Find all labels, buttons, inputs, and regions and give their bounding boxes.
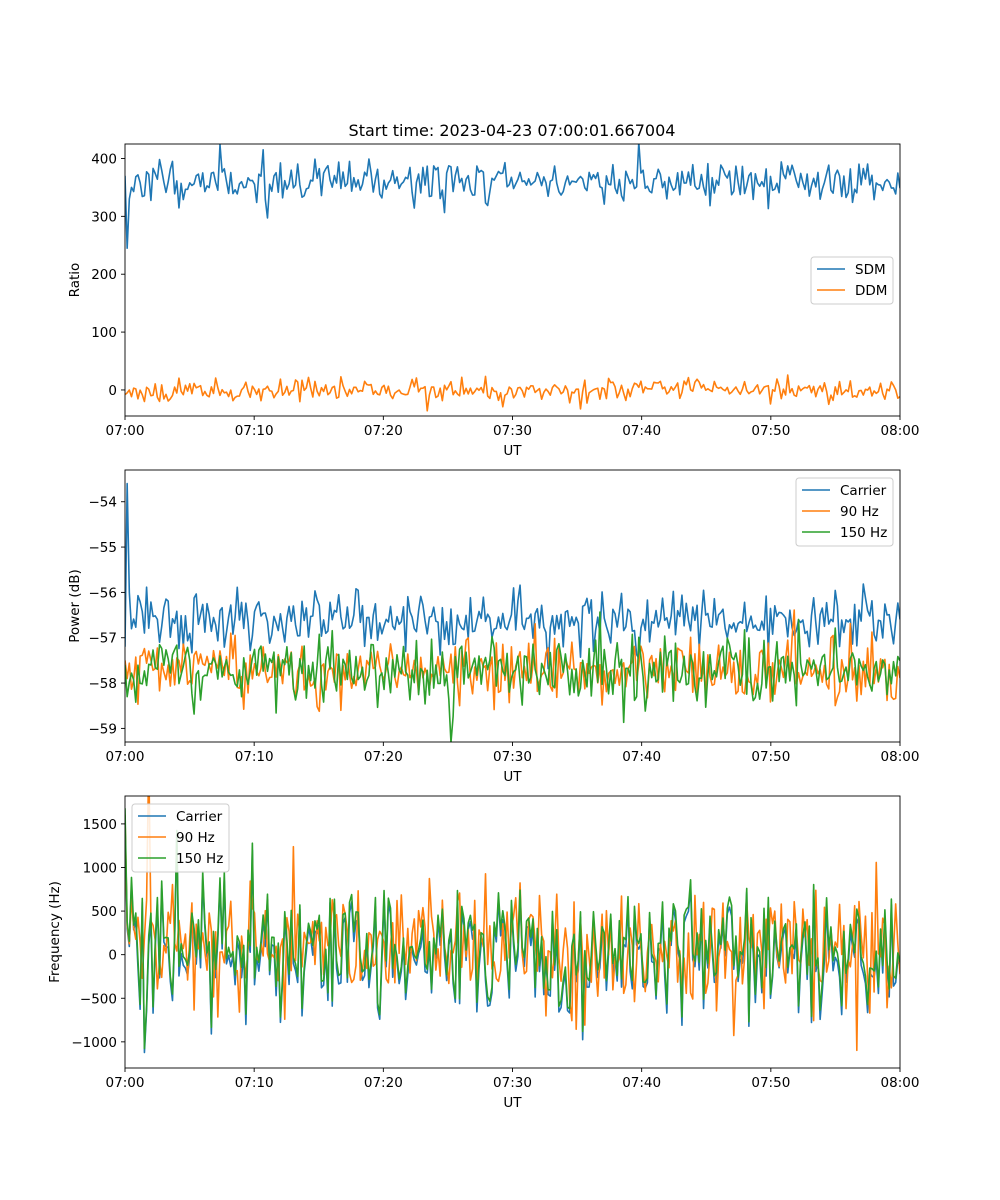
ratio-panel: 07:00 07:10 07:20 07:30 07:40 07:50 08:00 0 100 2… bbox=[67, 143, 920, 459]
x-axis-label: UT bbox=[503, 769, 522, 785]
series-line-carrier bbox=[125, 482, 900, 670]
y-tick-label: 300 bbox=[91, 209, 117, 225]
legend-label-carrier: Carrier bbox=[176, 809, 223, 825]
series-line-ddm bbox=[125, 374, 900, 412]
y-tick-label: −58 bbox=[89, 676, 118, 692]
y-tick-label: 1500 bbox=[83, 817, 117, 833]
legend-label-150-hz: 150 Hz bbox=[176, 851, 223, 867]
x-tick-label: 07:40 bbox=[622, 749, 661, 765]
y-tick-label: 0 bbox=[108, 948, 117, 964]
plot-area bbox=[125, 144, 900, 416]
legend-label-90-hz: 90 Hz bbox=[176, 830, 215, 846]
power-panel: 07:00 07:10 07:20 07:30 07:40 07:50 08:00 −59 −5… bbox=[67, 469, 920, 785]
x-tick-label: 07:30 bbox=[493, 423, 532, 439]
x-tick-label: 08:00 bbox=[881, 749, 920, 765]
x-tick-label: 07:20 bbox=[364, 1075, 403, 1091]
x-tick-label: 07:00 bbox=[106, 749, 145, 765]
legend-label-150-hz: 150 Hz bbox=[840, 525, 887, 541]
y-tick-label: 100 bbox=[91, 325, 117, 341]
x-tick-label: 07:30 bbox=[493, 1075, 532, 1091]
y-axis-label: Power (dB) bbox=[67, 569, 83, 642]
frequency-panel: 07:00 07:10 07:20 07:30 07:40 07:50 08:00 −1000… bbox=[47, 795, 920, 1111]
y-tick-label: −1000 bbox=[71, 1035, 117, 1051]
series-line-150-hz bbox=[125, 808, 900, 1050]
x-tick-label: 07:30 bbox=[493, 749, 532, 765]
x-tick-label: 07:00 bbox=[106, 423, 145, 439]
series-line-150-hz bbox=[125, 611, 900, 742]
x-tick-label: 07:10 bbox=[235, 749, 274, 765]
y-tick-label: −500 bbox=[80, 991, 117, 1007]
x-tick-label: 07:50 bbox=[751, 423, 790, 439]
series-line-sdm bbox=[125, 144, 900, 249]
y-tick-label: −59 bbox=[89, 721, 118, 737]
legend: Carrier 90 Hz 150 Hz bbox=[795, 477, 894, 547]
series-line-90-hz bbox=[125, 609, 900, 713]
legend-box bbox=[795, 477, 894, 547]
x-tick-label: 07:10 bbox=[235, 423, 274, 439]
chart-title: Start time: 2023-04-23 07:00:01.667004 bbox=[349, 121, 676, 140]
x-axis-label: UT bbox=[503, 443, 522, 459]
x-tick-label: 07:20 bbox=[364, 423, 403, 439]
x-tick-label: 07:50 bbox=[751, 749, 790, 765]
x-tick-label: 07:50 bbox=[751, 1075, 790, 1091]
y-tick-label: 500 bbox=[91, 904, 117, 920]
legend-box bbox=[131, 803, 230, 873]
legend-label-ddm: DDM bbox=[855, 283, 887, 299]
y-tick-label: 400 bbox=[91, 151, 117, 167]
legend: Carrier 90 Hz 150 Hz bbox=[131, 803, 230, 873]
y-tick-label: −57 bbox=[89, 631, 118, 647]
x-tick-label: 08:00 bbox=[881, 1075, 920, 1091]
x-tick-label: 07:00 bbox=[106, 1075, 145, 1091]
legend-label-carrier: Carrier bbox=[840, 483, 887, 499]
x-tick-label: 07:40 bbox=[622, 1075, 661, 1091]
y-axis-label: Ratio bbox=[67, 263, 83, 298]
legend-label-sdm: SDM bbox=[855, 262, 886, 278]
y-tick-label: 1000 bbox=[83, 860, 117, 876]
y-axis-label: Frequency (Hz) bbox=[47, 881, 63, 983]
x-tick-label: 07:20 bbox=[364, 749, 403, 765]
x-tick-label: 07:10 bbox=[235, 1075, 274, 1091]
x-tick-label: 07:40 bbox=[622, 423, 661, 439]
legend: SDM DDM bbox=[810, 256, 894, 305]
y-tick-label: −55 bbox=[89, 540, 118, 556]
x-axis-label: UT bbox=[503, 1095, 522, 1111]
y-tick-label: −56 bbox=[89, 585, 118, 601]
x-tick-label: 08:00 bbox=[881, 423, 920, 439]
y-tick-label: 200 bbox=[91, 267, 117, 283]
y-tick-label: 0 bbox=[108, 383, 117, 399]
legend-label-90-hz: 90 Hz bbox=[840, 504, 879, 520]
y-tick-label: −54 bbox=[89, 495, 118, 511]
